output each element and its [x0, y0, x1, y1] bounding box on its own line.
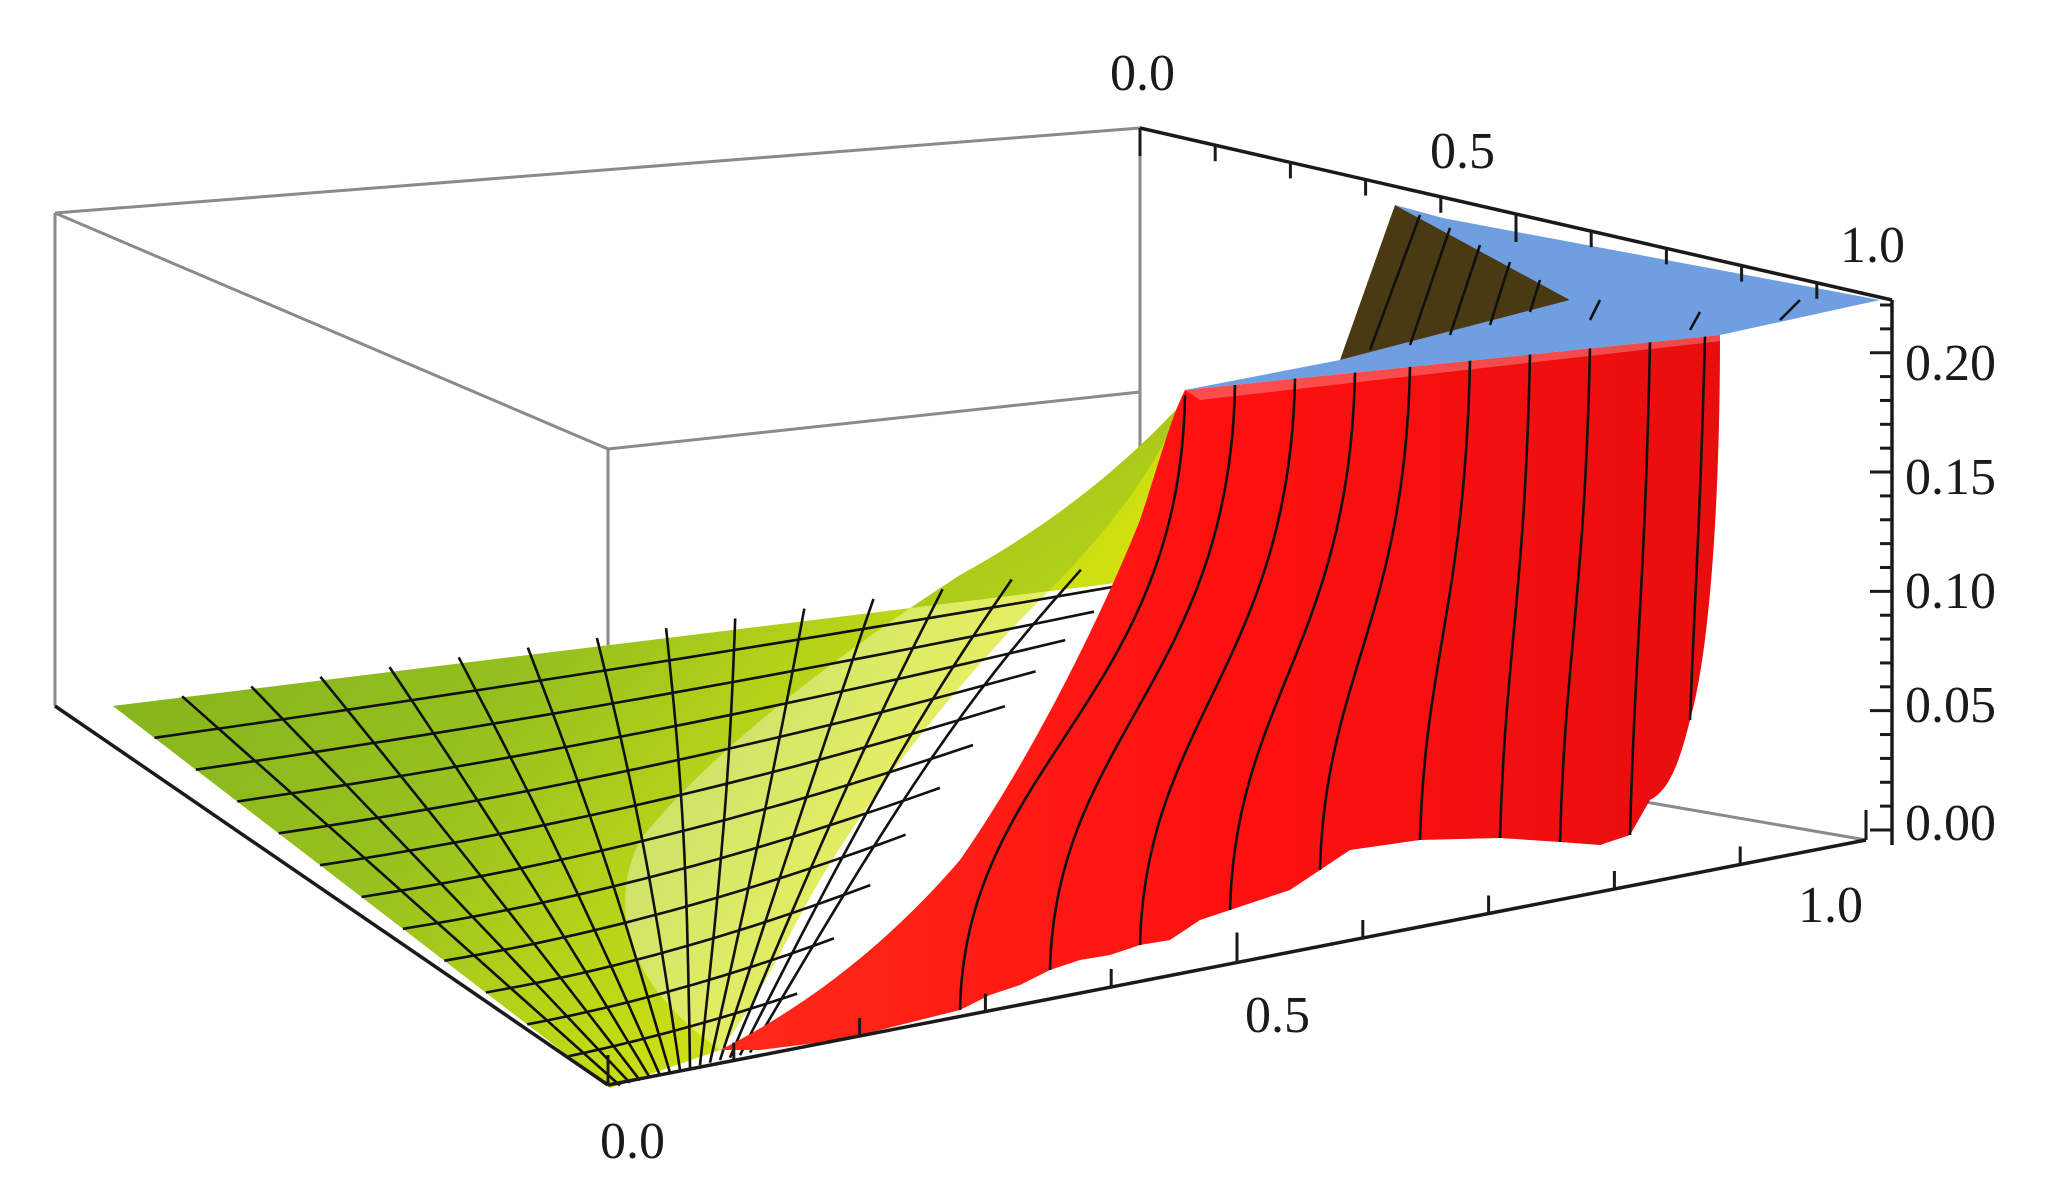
surface-green-mesh	[154, 568, 1123, 1087]
bottom-tick-label-0: 0.0	[600, 1113, 665, 1170]
bottom-tick-label-2: 1.0	[1798, 877, 1863, 934]
red-mesh-line	[1688, 335, 1707, 721]
green-mesh-line	[361, 743, 974, 899]
brown-mesh-line	[1488, 261, 1512, 326]
surface-brown	[1340, 205, 1575, 360]
green-mesh-line	[402, 786, 941, 931]
brown-mesh-line	[1368, 214, 1422, 351]
surface-green	[113, 400, 1185, 1088]
surface-red-mesh	[958, 335, 1707, 1011]
green-mesh-line	[154, 584, 1123, 740]
red-mesh-line	[1138, 377, 1297, 946]
blue-mesh-line	[1779, 299, 1801, 321]
z-tick-label-3: 0.15	[1905, 449, 1996, 506]
green-mesh-line	[319, 704, 1006, 867]
green-mesh-line	[278, 670, 1036, 835]
surface-brown-mesh	[1368, 214, 1801, 351]
blue-mesh-line	[1688, 311, 1702, 331]
green-mesh-line	[195, 610, 1095, 771]
axis-ticks	[606, 128, 1894, 1085]
red-mesh-line	[1498, 353, 1532, 839]
red-mesh-line	[1558, 346, 1592, 843]
blue-mesh-line	[1588, 299, 1602, 321]
brown-mesh-line	[1448, 244, 1482, 336]
red-mesh-line	[958, 394, 1187, 1011]
green-mesh-line	[526, 937, 835, 1026]
top-tick-label-2: 1.0	[1840, 217, 1905, 274]
top-tick-label-1: 0.5	[1430, 123, 1495, 180]
green-mesh-line	[444, 833, 907, 962]
z-tick-label-4: 0.20	[1905, 335, 1996, 392]
red-mesh-line	[1628, 340, 1652, 836]
tick-labels: 0.0 0.5 1.0 0.0 0.5 1.0 0.00 0.05 0.10 0…	[600, 45, 1996, 1170]
red-mesh-line	[1228, 371, 1357, 911]
z-tick-label-2: 0.10	[1905, 563, 1996, 620]
z-tick-label-0: 0.00	[1905, 795, 1996, 852]
red-mesh-line	[1418, 359, 1472, 841]
bottom-tick-label-1: 0.5	[1245, 987, 1310, 1044]
z-tick-label-1: 0.05	[1905, 677, 1996, 734]
green-mesh-line	[568, 992, 798, 1058]
surface-red	[720, 335, 1730, 1050]
green-mesh-line	[237, 638, 1066, 803]
red-mesh-line	[1048, 384, 1237, 971]
top-tick-label-0: 0.0	[1110, 45, 1175, 102]
brown-mesh-line	[1408, 227, 1452, 346]
surface-blue	[1185, 210, 1880, 390]
brown-mesh-line	[1528, 279, 1542, 313]
red-mesh-line	[1318, 365, 1412, 871]
green-mesh-line	[485, 883, 871, 994]
